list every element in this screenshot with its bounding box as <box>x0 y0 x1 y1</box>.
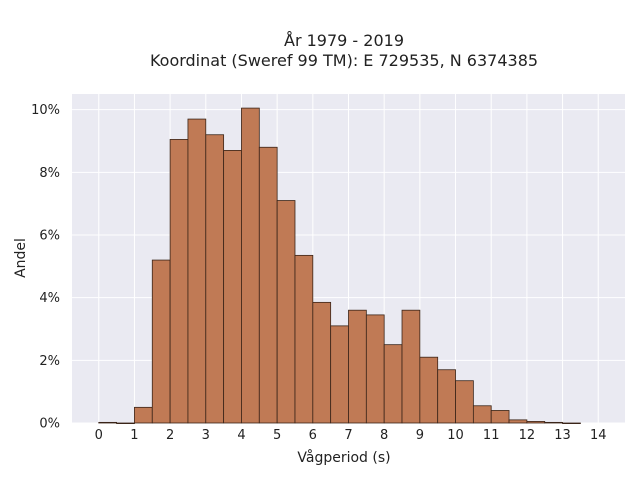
y-tick-label: 8% <box>39 166 60 181</box>
y-tick-label: 10% <box>31 103 60 118</box>
histogram-bar <box>348 309 367 424</box>
x-tick-label: 3 <box>202 428 210 443</box>
x-axis-label: Vågperiod (s) <box>297 449 390 466</box>
y-tick-label: 4% <box>39 291 60 306</box>
histogram-bar <box>187 118 207 424</box>
histogram-bar <box>276 200 296 424</box>
x-axis-ticks: 0 1 2 3 4 5 6 7 8 9 10 11 12 13 14 <box>95 428 607 443</box>
histogram-bar <box>169 139 189 424</box>
histogram-bar <box>294 254 314 424</box>
histogram-bar <box>383 344 403 424</box>
histogram-bar <box>258 146 278 424</box>
x-tick-label: 0 <box>95 428 103 443</box>
histogram-bar <box>455 380 474 424</box>
x-tick-label: 13 <box>554 428 571 443</box>
histogram-bar <box>490 410 510 424</box>
histogram-bar <box>365 314 385 424</box>
x-tick-label: 8 <box>380 428 388 443</box>
chart-title-line-1: År 1979 - 2019 <box>284 31 404 50</box>
histogram-bar <box>472 405 492 424</box>
histogram-bar <box>437 369 456 424</box>
histogram-bar <box>562 422 581 425</box>
bars <box>98 107 581 425</box>
histogram-bar <box>241 107 260 424</box>
x-tick-label: 12 <box>519 428 536 443</box>
x-tick-label: 5 <box>273 428 281 443</box>
histogram-bar <box>544 421 563 424</box>
histogram-bar <box>151 259 171 424</box>
histogram-bar <box>330 325 349 424</box>
x-tick-label: 2 <box>166 428 174 443</box>
x-tick-label: 6 <box>309 428 317 443</box>
y-axis-label: Andel <box>13 238 29 278</box>
histogram-bar <box>401 309 421 424</box>
x-tick-label: 7 <box>344 428 352 443</box>
x-tick-label: 10 <box>447 428 464 443</box>
chart-title-line-2: Koordinat (Sweref 99 TM): E 729535, N 63… <box>150 51 538 70</box>
histogram-bar <box>526 421 546 424</box>
histogram-bar <box>223 149 242 424</box>
x-tick-label: 1 <box>130 428 138 443</box>
histogram-bar <box>134 406 153 424</box>
histogram-bar <box>98 421 117 424</box>
x-tick-label: 9 <box>416 428 424 443</box>
x-tick-label: 4 <box>237 428 245 443</box>
histogram-bar <box>312 301 332 424</box>
histogram-bar <box>508 419 528 424</box>
x-tick-label: 14 <box>590 428 607 443</box>
histogram-bar <box>116 422 135 425</box>
x-tick-label: 11 <box>483 428 500 443</box>
y-tick-label: 2% <box>39 354 60 369</box>
y-tick-label: 6% <box>39 229 60 244</box>
histogram-bar <box>419 356 439 424</box>
histogram-bar <box>205 134 225 424</box>
y-tick-label: 0% <box>39 417 60 432</box>
y-axis-ticks: 0% 2% 4% 6% 8% 10% <box>31 103 60 431</box>
